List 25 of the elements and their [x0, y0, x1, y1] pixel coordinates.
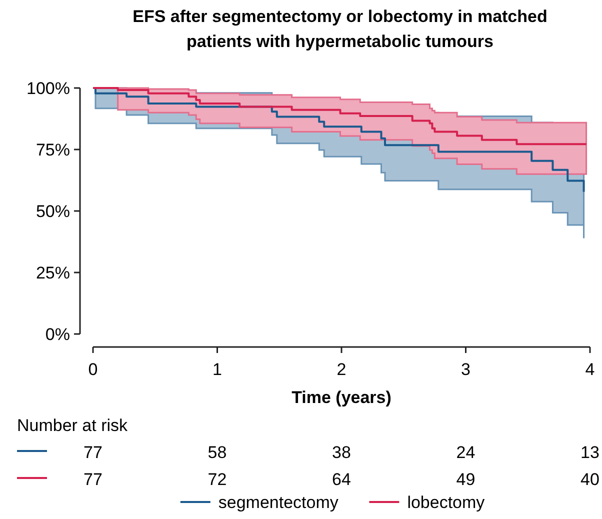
- text: 40: [580, 470, 600, 489]
- x-tick-label: 3: [461, 360, 470, 379]
- text: Number at risk: [17, 416, 128, 435]
- text: 49: [456, 470, 476, 489]
- text: 77: [84, 470, 102, 489]
- legend-label: lobectomy: [407, 493, 486, 512]
- y-tick-label: 25%: [36, 263, 70, 282]
- text: 38: [332, 443, 351, 462]
- x-tick-label: 1: [212, 360, 222, 379]
- text: 77: [84, 443, 102, 462]
- y-tick-label: 75%: [36, 140, 70, 160]
- y-tick-label: 100%: [26, 78, 70, 98]
- x-axis-title: Time (years): [292, 388, 392, 407]
- x-tick-label: 0: [88, 360, 98, 379]
- x-tick-label: 2: [336, 360, 346, 379]
- text: 64: [332, 470, 351, 489]
- y-tick-label: 50%: [36, 202, 70, 221]
- text: 72: [208, 470, 227, 489]
- text: 24: [456, 443, 476, 462]
- x-tick-label: 4: [585, 360, 595, 379]
- chart-title: EFS after segmentectomy or lobectomy in matched patients with hypermetabolic tumours: [132, 7, 548, 51]
- y-tick-label: 0%: [45, 324, 70, 344]
- legend-label: segmentectomy: [218, 493, 339, 512]
- text: 13: [580, 443, 600, 462]
- text: 58: [208, 443, 227, 462]
